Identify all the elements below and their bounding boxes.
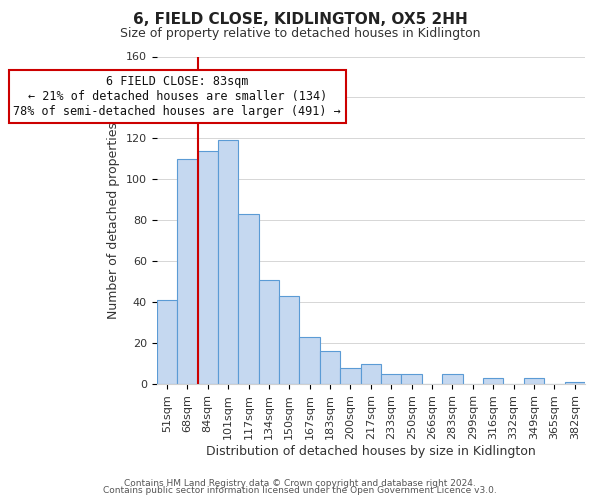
- Bar: [197, 150, 218, 384]
- Bar: [381, 374, 401, 384]
- Bar: [238, 214, 259, 384]
- Text: Size of property relative to detached houses in Kidlington: Size of property relative to detached ho…: [120, 28, 480, 40]
- Bar: [218, 140, 238, 384]
- Bar: [565, 382, 585, 384]
- Text: Contains public sector information licensed under the Open Government Licence v3: Contains public sector information licen…: [103, 486, 497, 495]
- Text: Contains HM Land Registry data © Crown copyright and database right 2024.: Contains HM Land Registry data © Crown c…: [124, 478, 476, 488]
- Bar: [442, 374, 463, 384]
- Bar: [340, 368, 361, 384]
- X-axis label: Distribution of detached houses by size in Kidlington: Distribution of detached houses by size …: [206, 444, 536, 458]
- Bar: [524, 378, 544, 384]
- Bar: [177, 159, 197, 384]
- Bar: [259, 280, 279, 384]
- Text: 6, FIELD CLOSE, KIDLINGTON, OX5 2HH: 6, FIELD CLOSE, KIDLINGTON, OX5 2HH: [133, 12, 467, 28]
- Bar: [320, 352, 340, 384]
- Bar: [279, 296, 299, 384]
- Bar: [483, 378, 503, 384]
- Bar: [157, 300, 177, 384]
- Bar: [361, 364, 381, 384]
- Text: 6 FIELD CLOSE: 83sqm
← 21% of detached houses are smaller (134)
78% of semi-deta: 6 FIELD CLOSE: 83sqm ← 21% of detached h…: [13, 75, 341, 118]
- Bar: [299, 337, 320, 384]
- Bar: [401, 374, 422, 384]
- Y-axis label: Number of detached properties: Number of detached properties: [107, 122, 121, 319]
